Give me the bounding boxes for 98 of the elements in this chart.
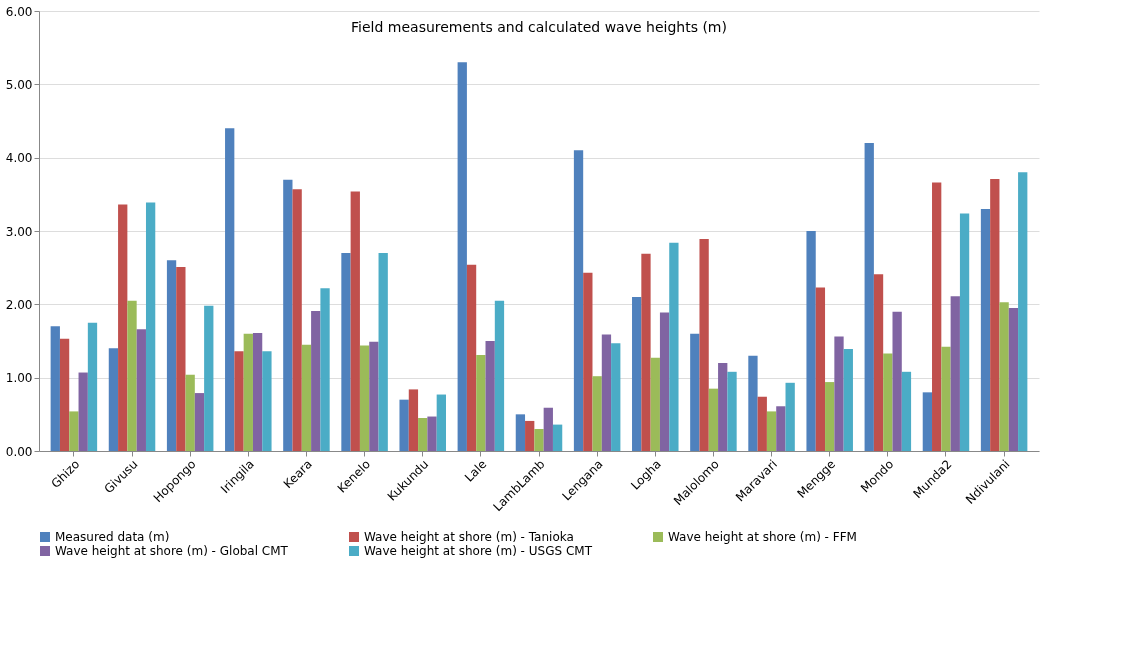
bar — [145, 202, 156, 451]
legend-label: Wave height at shore (m) - Tanioka — [364, 530, 574, 544]
bar — [641, 253, 651, 451]
bar — [234, 351, 244, 451]
bar — [166, 260, 177, 451]
bar — [436, 394, 446, 451]
bar — [650, 357, 660, 451]
bar — [941, 346, 951, 451]
y-tick-label: 0.00 — [5, 444, 33, 459]
bar — [359, 345, 370, 451]
bar — [118, 204, 128, 451]
bar — [990, 178, 1000, 451]
bar — [292, 189, 302, 451]
bar — [194, 393, 205, 451]
bar — [69, 411, 79, 451]
bar — [50, 326, 60, 451]
bar — [659, 312, 670, 451]
legend-label: Wave height at shore (m) - FFM — [668, 530, 857, 544]
bar — [252, 332, 263, 451]
bar — [999, 302, 1009, 451]
bar — [59, 338, 70, 451]
bar — [815, 287, 826, 451]
bar — [980, 209, 991, 451]
bar — [718, 363, 728, 451]
bar — [515, 414, 526, 451]
bar — [369, 341, 379, 451]
bar — [825, 382, 835, 451]
bar — [806, 231, 816, 451]
bar — [573, 150, 584, 451]
bar — [427, 416, 437, 451]
bar — [311, 310, 321, 451]
bar — [892, 311, 902, 451]
bar — [785, 382, 795, 451]
bar — [204, 305, 214, 451]
bar — [922, 392, 933, 451]
bar — [699, 239, 709, 451]
y-tick-label: 1.00 — [5, 371, 33, 386]
bar — [1018, 172, 1028, 451]
bar — [136, 329, 146, 451]
bar — [418, 418, 428, 451]
bar — [341, 253, 351, 451]
bar — [408, 389, 419, 451]
bar — [350, 191, 360, 451]
y-tick-label: 4.00 — [5, 151, 33, 166]
bar — [485, 341, 495, 451]
bar — [950, 296, 960, 451]
bar — [301, 344, 312, 451]
bar — [690, 333, 700, 451]
bar — [552, 424, 563, 451]
bar — [583, 272, 593, 451]
bar — [632, 297, 642, 451]
bar — [1008, 308, 1019, 451]
legend-label: Wave height at shore (m) - USGS CMT — [364, 544, 593, 558]
bar — [766, 411, 777, 451]
bar — [669, 242, 679, 451]
bar — [243, 333, 253, 451]
y-tick-label: 6.00 — [5, 4, 33, 19]
text: Field measurements and calculated wave heights (m) — [351, 19, 727, 35]
bar — [176, 266, 186, 451]
bar — [262, 351, 272, 451]
bar — [476, 354, 486, 451]
bar — [592, 376, 602, 451]
bar — [864, 143, 874, 451]
bar — [127, 300, 137, 451]
bar — [225, 128, 235, 451]
bar — [843, 349, 853, 451]
bar — [834, 336, 844, 451]
legend-label: Wave height at shore (m) - Global CMT — [55, 544, 289, 558]
bar — [543, 407, 553, 451]
bar — [601, 334, 612, 451]
bar — [494, 300, 505, 451]
bar — [757, 396, 767, 451]
bar — [901, 371, 912, 451]
y-tick-label: 2.00 — [5, 297, 33, 312]
y-tick-label: 5.00 — [5, 77, 33, 92]
y-tick-label: 3.00 — [5, 224, 33, 239]
bar — [611, 343, 621, 451]
bar — [108, 348, 119, 451]
bar — [87, 322, 98, 451]
bar — [457, 62, 467, 451]
bar — [534, 429, 544, 451]
bar — [320, 288, 330, 451]
bar — [378, 253, 388, 451]
bar — [185, 374, 195, 451]
bar — [776, 406, 786, 451]
bar — [466, 264, 477, 451]
bar — [78, 372, 88, 451]
bar — [399, 399, 409, 451]
bar — [932, 182, 942, 451]
bar — [708, 388, 719, 451]
legend-label: Measured data (m) — [55, 530, 170, 544]
bar — [283, 179, 293, 451]
bar — [748, 355, 758, 451]
bar — [873, 274, 884, 451]
bar — [883, 353, 893, 451]
bar — [959, 213, 970, 451]
bar — [525, 420, 535, 451]
bar — [727, 371, 737, 451]
